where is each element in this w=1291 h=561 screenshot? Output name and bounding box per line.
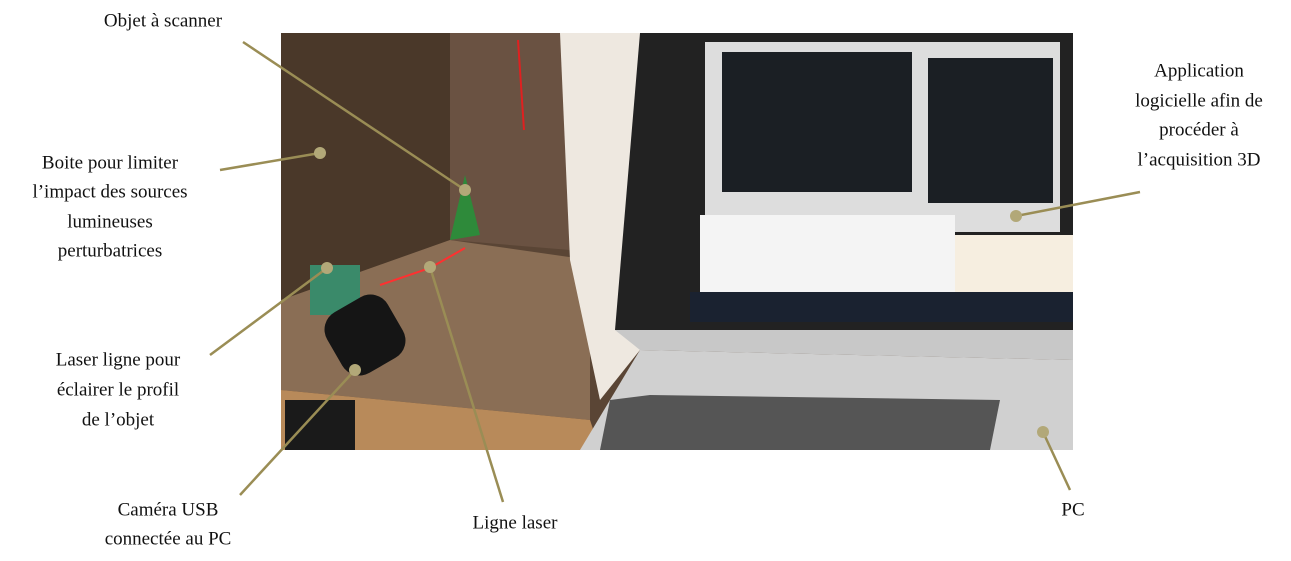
label: l’impact des sources xyxy=(32,181,187,202)
dot xyxy=(321,262,333,274)
dot xyxy=(314,147,326,159)
dot xyxy=(1037,426,1049,438)
leader-line xyxy=(1041,431,1072,491)
leader-line xyxy=(209,266,328,357)
leader-line xyxy=(239,369,356,496)
label: PC xyxy=(1061,499,1084,520)
leader-line xyxy=(219,151,321,172)
label: perturbatrices xyxy=(58,240,162,261)
dot xyxy=(1010,210,1022,222)
leader-line xyxy=(428,266,505,503)
labels: Objet à scanner Boite pour limiter l’imp… xyxy=(32,10,1262,549)
label: Objet à scanner xyxy=(104,10,223,31)
dot xyxy=(459,184,471,196)
label: Laser ligne pour xyxy=(56,349,181,370)
photo xyxy=(281,33,1073,450)
dot xyxy=(349,364,361,376)
leaders xyxy=(209,40,1141,503)
dot xyxy=(424,261,436,273)
leader-line xyxy=(242,40,466,192)
label: de l’objet xyxy=(82,409,155,430)
label: connectée au PC xyxy=(105,528,232,549)
label: logicielle afin de xyxy=(1135,90,1263,111)
label: Caméra USB xyxy=(118,499,219,520)
leader-line xyxy=(1015,190,1141,218)
label: Application xyxy=(1154,60,1244,81)
label: procéder à xyxy=(1159,119,1239,140)
label: éclairer le profil xyxy=(57,379,179,400)
label: Ligne laser xyxy=(473,512,559,533)
label: l’acquisition 3D xyxy=(1138,149,1261,170)
label: lumineuses xyxy=(67,211,153,232)
label: Boite pour limiter xyxy=(42,152,179,173)
